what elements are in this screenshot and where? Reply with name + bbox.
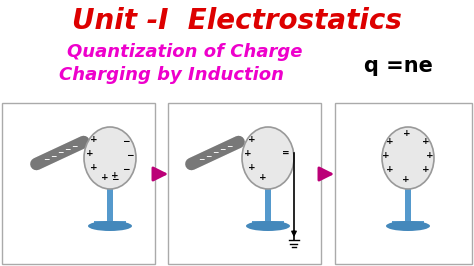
Text: +: + xyxy=(248,164,256,172)
Text: −: − xyxy=(205,152,211,161)
Text: −: − xyxy=(43,155,49,164)
Text: +: + xyxy=(244,148,252,157)
Bar xyxy=(405,178,411,226)
Text: −: − xyxy=(50,152,56,161)
Text: −: − xyxy=(64,145,70,154)
Text: +: + xyxy=(422,138,430,147)
Text: +: + xyxy=(111,172,119,181)
Text: −: − xyxy=(226,142,232,151)
Text: q =ne: q =ne xyxy=(364,56,432,76)
Text: +: + xyxy=(259,173,267,182)
Bar xyxy=(392,221,424,228)
Text: =: = xyxy=(282,148,290,157)
Ellipse shape xyxy=(84,127,136,189)
Text: −: − xyxy=(126,151,134,160)
Text: Quantization of Charge: Quantization of Charge xyxy=(67,43,303,61)
Ellipse shape xyxy=(88,221,132,231)
Text: +: + xyxy=(386,165,394,174)
Text: +: + xyxy=(426,152,434,160)
Bar xyxy=(252,221,284,228)
Text: −: − xyxy=(122,138,130,147)
Ellipse shape xyxy=(386,221,430,231)
Text: +: + xyxy=(248,135,256,144)
Text: +: + xyxy=(422,165,430,174)
Ellipse shape xyxy=(382,127,434,189)
Bar xyxy=(265,178,271,226)
Text: −: − xyxy=(111,176,119,185)
Text: −: − xyxy=(219,145,225,154)
Text: +: + xyxy=(90,164,98,172)
Text: +: + xyxy=(86,148,94,157)
Text: +: + xyxy=(403,130,411,139)
Text: +: + xyxy=(382,152,390,160)
Bar xyxy=(94,221,126,228)
Bar xyxy=(107,178,113,226)
Text: Unit -I  Electrostatics: Unit -I Electrostatics xyxy=(72,7,402,35)
Text: +: + xyxy=(101,173,109,182)
Text: +: + xyxy=(402,176,410,185)
Text: +: + xyxy=(386,138,394,147)
Ellipse shape xyxy=(242,127,294,189)
Bar xyxy=(335,103,472,264)
Text: Charging by Induction: Charging by Induction xyxy=(60,66,284,84)
Bar xyxy=(2,103,155,264)
Bar xyxy=(168,103,321,264)
Text: −: − xyxy=(57,148,63,157)
Text: −: − xyxy=(122,165,130,174)
Text: +: + xyxy=(90,135,98,144)
Text: −: − xyxy=(212,148,218,157)
Text: −: − xyxy=(71,142,77,151)
Text: −: − xyxy=(198,155,204,164)
Ellipse shape xyxy=(246,221,290,231)
